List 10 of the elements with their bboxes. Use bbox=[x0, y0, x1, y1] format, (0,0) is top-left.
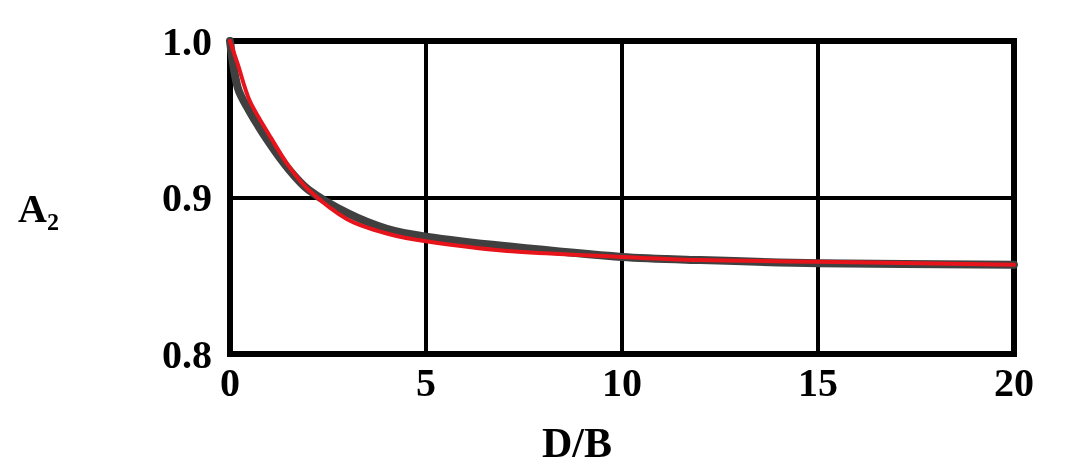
x-tick-label: 0 bbox=[220, 359, 240, 405]
y-tick-label: 0.9 bbox=[162, 175, 212, 220]
y-axis-title: A₂ bbox=[18, 185, 59, 231]
x-tick-label: 5 bbox=[416, 359, 436, 405]
y-tick-label: 1.0 bbox=[162, 18, 212, 64]
x-tick-label: 15 bbox=[798, 359, 838, 405]
x-axis-title: D/B bbox=[542, 420, 613, 466]
y-tick-label: 0.8 bbox=[162, 331, 212, 377]
x-tick-label: 20 bbox=[994, 359, 1034, 405]
x-tick-label: 10 bbox=[602, 359, 642, 405]
